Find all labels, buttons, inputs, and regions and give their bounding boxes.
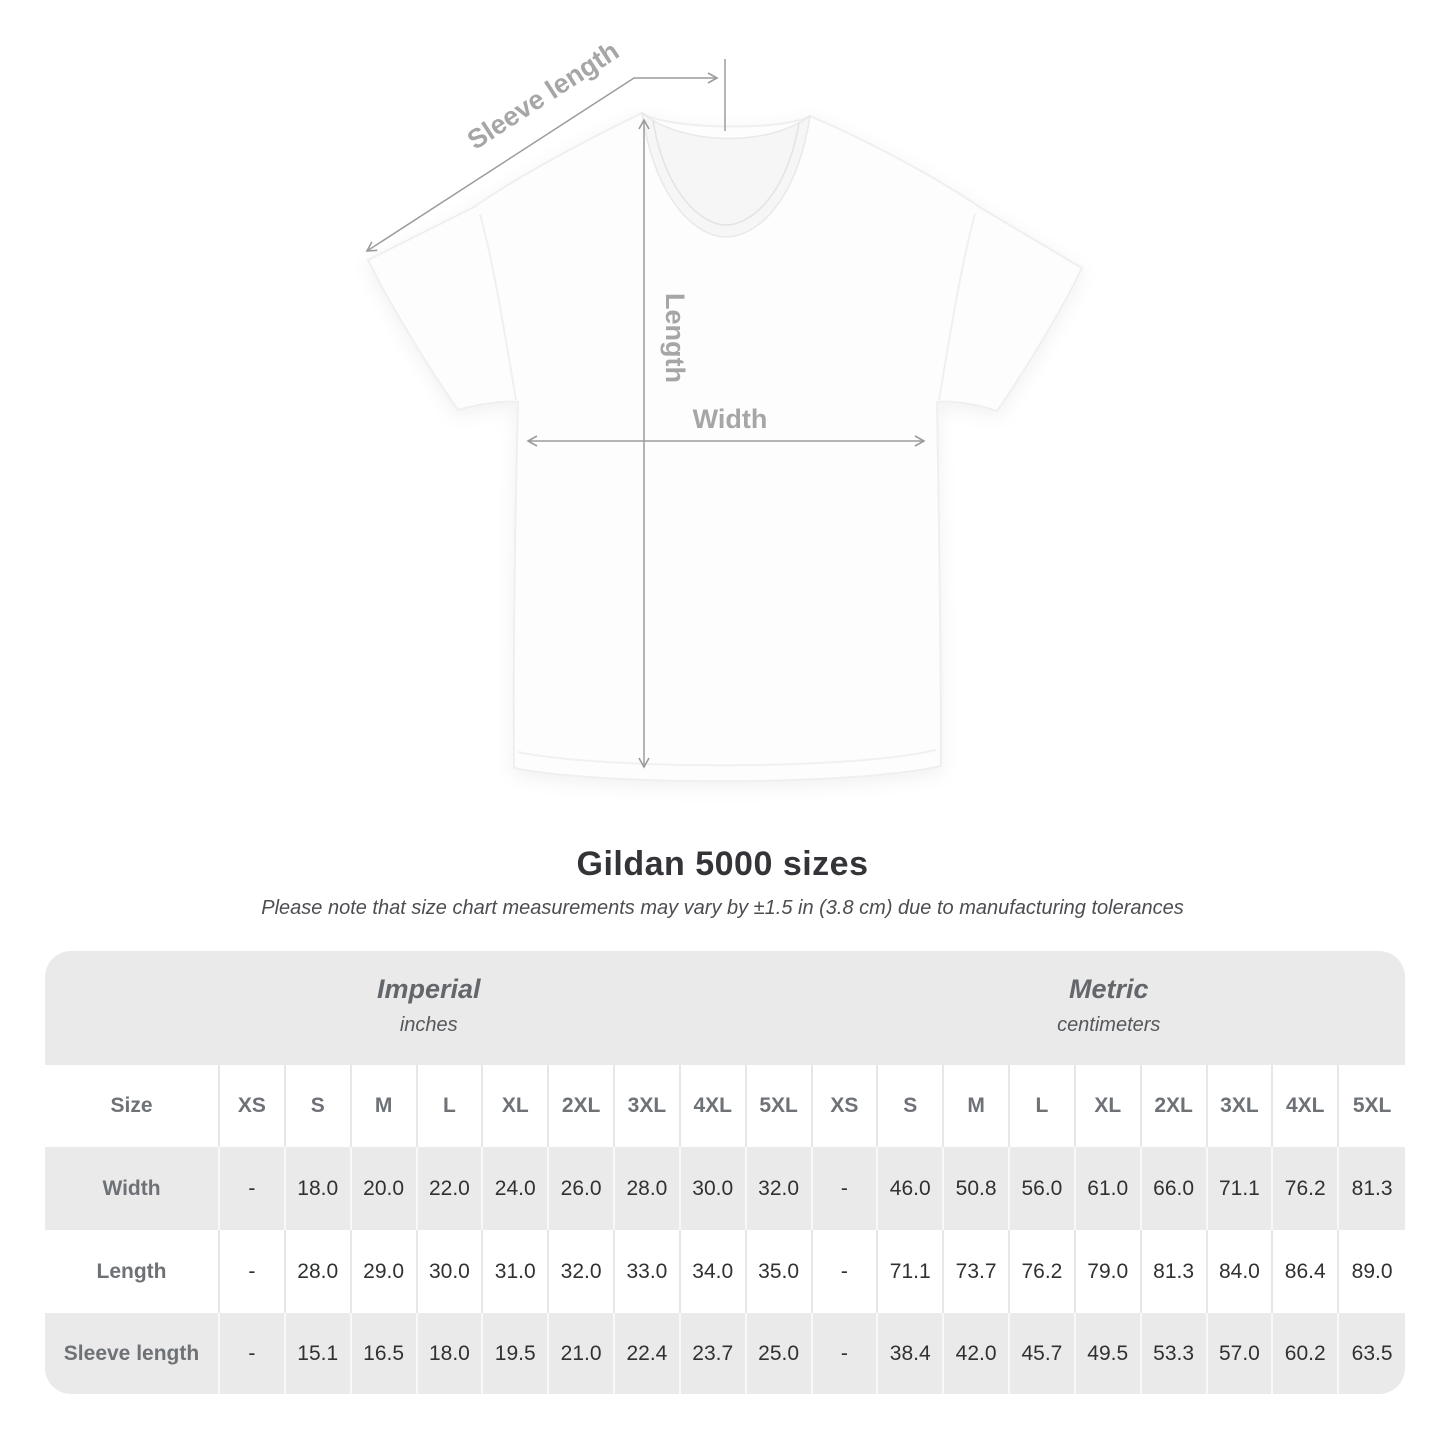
value-cell: 66.0 (1141, 1147, 1208, 1230)
size-header-cell: 4XL (1273, 1065, 1340, 1147)
value-cell: 33.0 (615, 1230, 681, 1313)
page-title: Gildan 5000 sizes (576, 845, 869, 883)
value-cell: 76.2 (1010, 1230, 1076, 1313)
size-header-cell: L (1010, 1065, 1076, 1147)
value-cell: 23.7 (680, 1313, 747, 1394)
row-label: Length (45, 1230, 220, 1313)
value-cell: 76.2 (1273, 1147, 1340, 1230)
value-cell: 15.1 (285, 1313, 352, 1394)
row-label: Width (45, 1147, 220, 1230)
value-cell: 24.0 (483, 1147, 550, 1230)
value-cell: 30.0 (680, 1147, 747, 1230)
value-cell: 61.0 (1075, 1147, 1142, 1230)
imperial-section-title: Imperial (376, 973, 481, 1004)
value-cell: 81.3 (1339, 1147, 1405, 1230)
size-header-cell: 3XL (1207, 1065, 1274, 1147)
size-header-cell: 2XL (1141, 1065, 1208, 1147)
size-header-cell: XS (812, 1065, 879, 1147)
metric-section-units: centimeters (1057, 1013, 1161, 1036)
value-cell: - (812, 1147, 879, 1230)
size-header-cell: 3XL (615, 1065, 681, 1147)
imperial-section-header: Imperial inches (45, 951, 813, 1065)
value-cell: - (220, 1147, 286, 1230)
value-cell: - (220, 1230, 286, 1313)
value-cell: 38.4 (878, 1313, 945, 1394)
value-cell: 28.0 (615, 1147, 681, 1230)
value-cell: 71.1 (878, 1230, 945, 1313)
hem-stitch-seam (517, 749, 937, 767)
value-cell: 35.0 (746, 1230, 813, 1313)
value-cell: 73.7 (944, 1230, 1010, 1313)
value-cell: 19.5 (483, 1313, 550, 1394)
size-header-cell: M (351, 1065, 418, 1147)
size-header-cell: 4XL (680, 1065, 747, 1147)
value-cell: 42.0 (944, 1313, 1010, 1394)
value-cell: 16.5 (351, 1313, 418, 1394)
size-header-cell: XS (220, 1065, 286, 1147)
value-cell: 21.0 (549, 1313, 615, 1394)
value-cell: 22.4 (615, 1313, 681, 1394)
length-label: Length (660, 293, 690, 383)
size-header-cell: XL (1075, 1065, 1142, 1147)
value-cell: 30.0 (417, 1230, 484, 1313)
value-cell: - (812, 1230, 879, 1313)
value-cell: 57.0 (1207, 1313, 1274, 1394)
value-cell: 25.0 (746, 1313, 813, 1394)
value-cell: 63.5 (1339, 1313, 1405, 1394)
size-header-cell: L (417, 1065, 484, 1147)
size-header-cell: 5XL (746, 1065, 813, 1147)
value-cell: 31.0 (483, 1230, 550, 1313)
tolerance-note: Please note that size chart measurements… (261, 897, 1184, 919)
value-cell: - (220, 1313, 286, 1394)
value-cell: 79.0 (1075, 1230, 1142, 1313)
value-cell: 84.0 (1207, 1230, 1274, 1313)
value-cell: 32.0 (746, 1147, 813, 1230)
row-label: Sleeve length (45, 1313, 220, 1394)
value-cell: 49.5 (1075, 1313, 1142, 1394)
value-cell: 20.0 (351, 1147, 418, 1230)
value-cell: 26.0 (549, 1147, 615, 1230)
value-cell: 46.0 (878, 1147, 945, 1230)
tshirt-measurement-diagram: Sleeve length Length Width (365, 35, 1083, 783)
value-cell: - (812, 1313, 879, 1394)
width-label: Width (693, 404, 768, 434)
size-column-header: Size (45, 1065, 220, 1147)
value-cell: 56.0 (1010, 1147, 1076, 1230)
value-cell: 34.0 (680, 1230, 747, 1313)
size-header-cell: XL (483, 1065, 550, 1147)
size-table: Imperial inches Metric centimeters Size … (45, 951, 1405, 1394)
value-cell: 81.3 (1141, 1230, 1208, 1313)
value-cell: 53.3 (1141, 1313, 1208, 1394)
metric-section-title: Metric (1068, 973, 1149, 1004)
tshirt-body (367, 112, 1083, 783)
value-cell: 45.7 (1010, 1313, 1076, 1394)
size-header-cell: S (878, 1065, 945, 1147)
value-cell: 71.1 (1207, 1147, 1274, 1230)
size-header-cell: S (285, 1065, 352, 1147)
imperial-section-units: inches (399, 1013, 458, 1036)
value-cell: 18.0 (285, 1147, 352, 1230)
value-cell: 50.8 (944, 1147, 1010, 1230)
value-cell: 60.2 (1273, 1313, 1340, 1394)
value-cell: 32.0 (549, 1230, 615, 1313)
right-sleeve-seam (938, 213, 976, 401)
value-cell: 28.0 (285, 1230, 352, 1313)
value-cell: 86.4 (1273, 1230, 1340, 1313)
metric-section-header: Metric centimeters (812, 951, 1405, 1065)
sleeve-length-arrow (365, 72, 719, 252)
size-header-cell: 5XL (1339, 1065, 1405, 1147)
value-cell: 22.0 (417, 1147, 484, 1230)
size-header-cell: M (944, 1065, 1010, 1147)
value-cell: 29.0 (351, 1230, 418, 1313)
size-header-cell: 2XL (549, 1065, 615, 1147)
caption-block: Gildan 5000 sizes Please note that size … (0, 845, 1445, 920)
value-cell: 89.0 (1339, 1230, 1405, 1313)
value-cell: 18.0 (417, 1313, 484, 1394)
